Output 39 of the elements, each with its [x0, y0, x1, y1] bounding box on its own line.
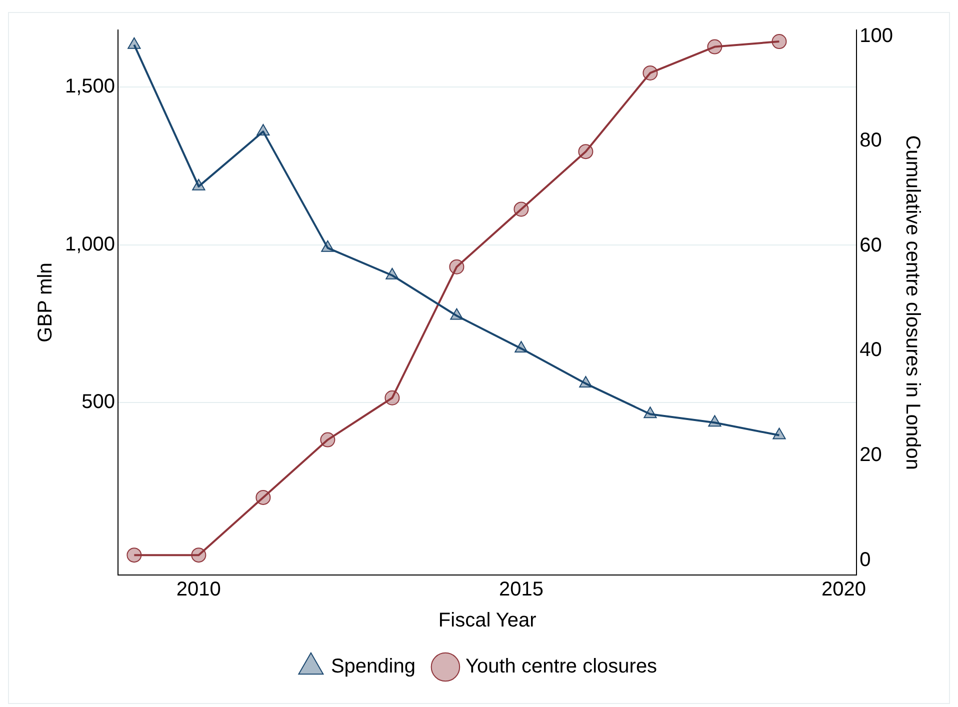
x-tick-label: 2015: [498, 578, 544, 601]
point: [450, 308, 464, 320]
y-tick-label: 1,500: [64, 76, 116, 98]
point: [772, 428, 786, 440]
point: [514, 341, 528, 353]
point: [449, 259, 464, 274]
point: [642, 65, 658, 80]
y2-tick-label: 100: [860, 24, 894, 47]
point: [192, 178, 206, 190]
y2-axis-title: Cumulative centre closures in London: [901, 135, 924, 470]
point: [128, 37, 141, 49]
point: [256, 490, 271, 505]
y2-tick-label: 60: [860, 234, 882, 256]
y-tick-label: 1,000: [64, 233, 116, 256]
y2-tick-label: 40: [860, 339, 882, 362]
point: [320, 432, 336, 448]
point: [126, 548, 142, 563]
x-tick-label: 2010: [176, 578, 221, 601]
point: [579, 376, 592, 388]
point: [321, 240, 334, 252]
y-tick-label: 500: [82, 390, 116, 413]
x-tick-label: 2020: [821, 578, 866, 601]
point: [256, 124, 270, 136]
point: [707, 39, 722, 54]
point: [384, 390, 400, 406]
y2-tick-label: 20: [860, 444, 882, 466]
y2-tick-label: 80: [860, 130, 882, 152]
point: [386, 268, 399, 280]
y-axis-title: GBP mln: [34, 262, 57, 342]
point: [514, 202, 529, 217]
point: [644, 406, 657, 418]
point: [708, 415, 722, 427]
x-axis-title: Fiscal Year: [438, 610, 537, 632]
legend-label: Spending: [330, 656, 416, 678]
point: [772, 34, 787, 50]
point: [578, 144, 594, 160]
legend-label: Youth centre closures: [465, 656, 658, 678]
y2-tick-label: 0: [860, 548, 871, 571]
point: [191, 548, 206, 563]
